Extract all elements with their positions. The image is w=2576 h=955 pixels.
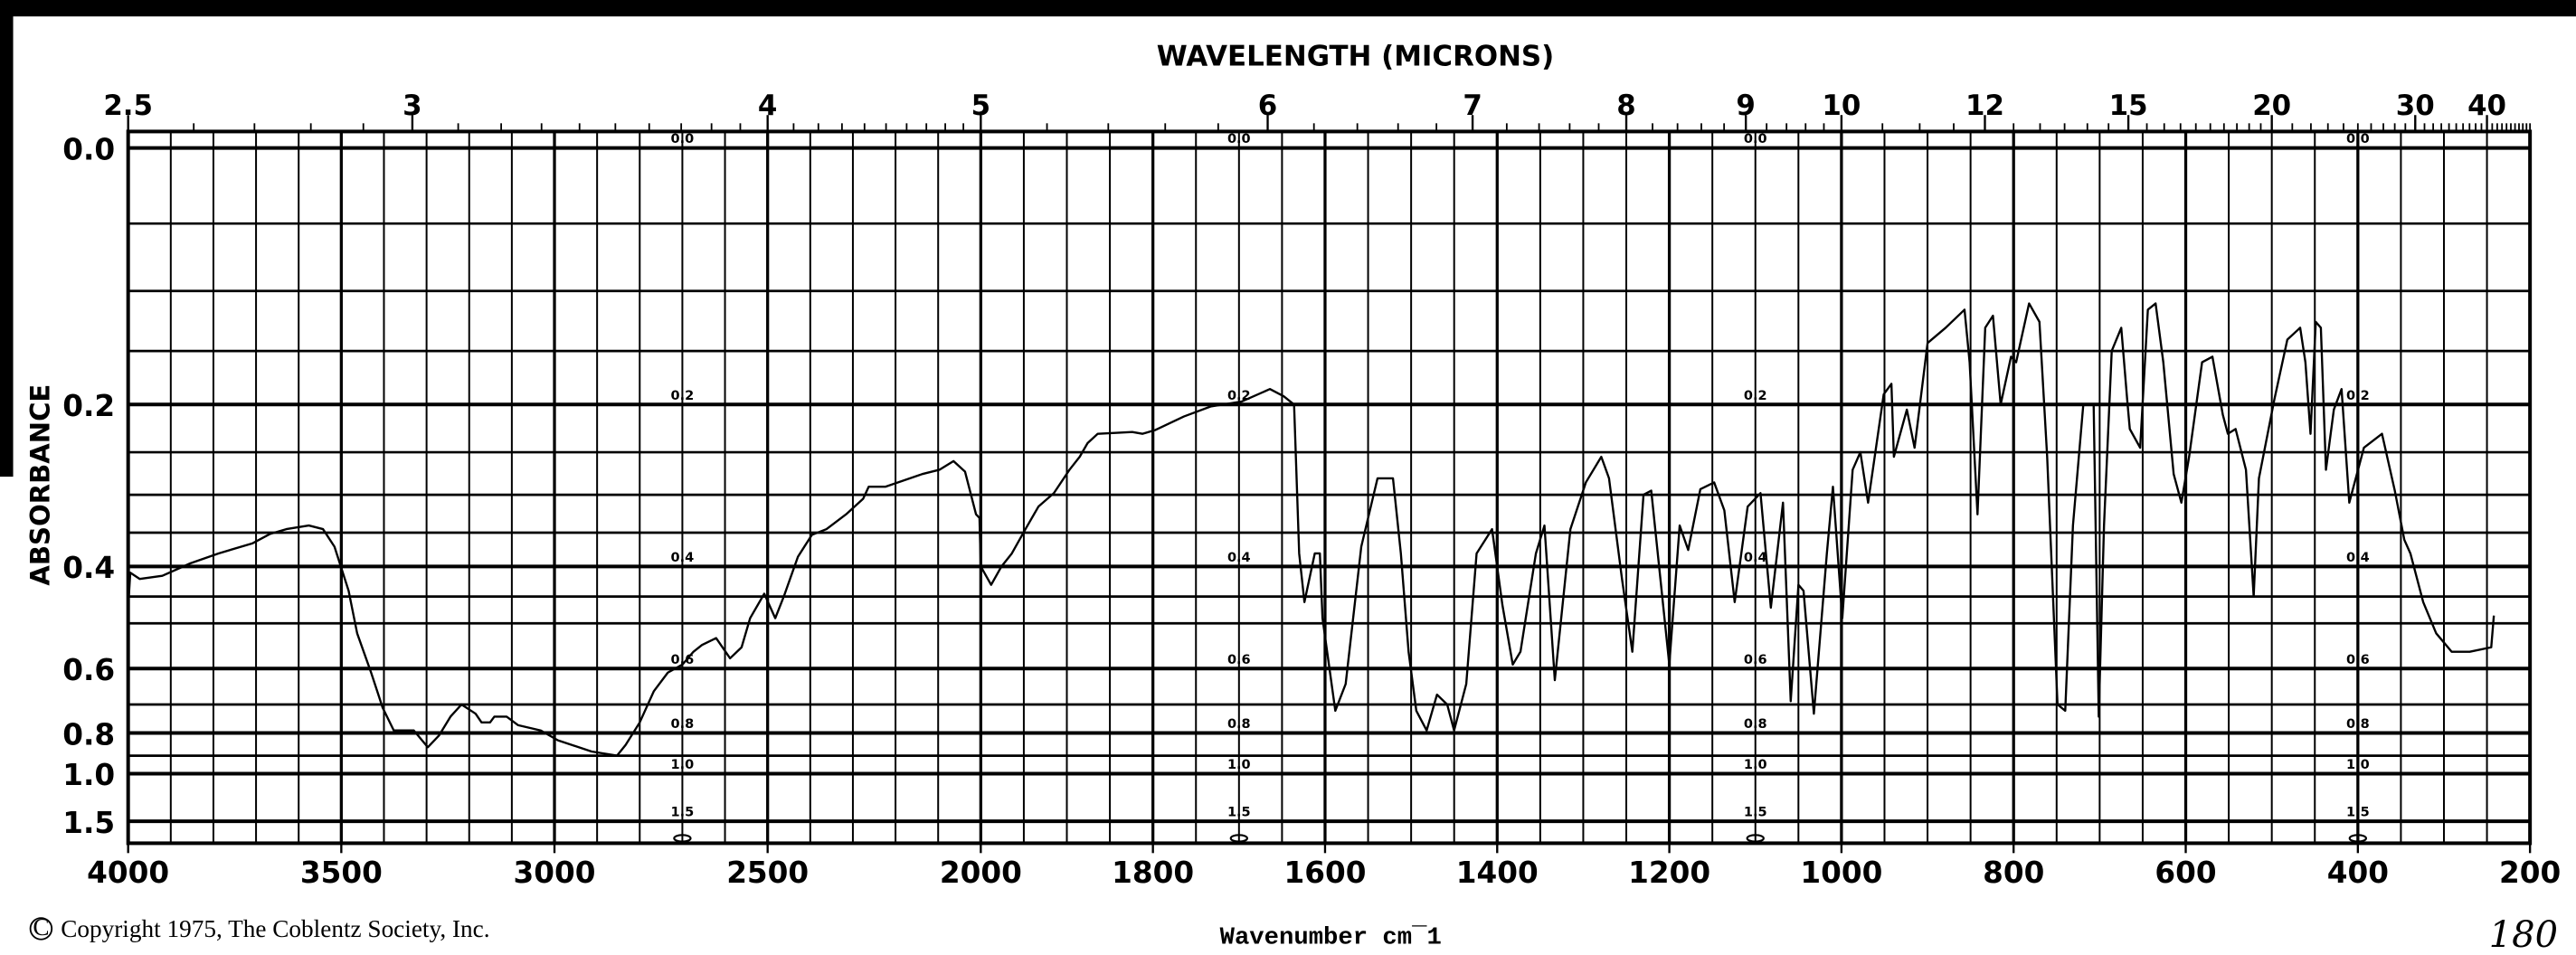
- inner-scale-label: 0.4: [671, 551, 695, 565]
- inner-scale-label: 0.8: [2346, 717, 2370, 732]
- x-tick-label: 1600: [1283, 856, 1366, 890]
- inner-scale-label: 0.6: [1227, 653, 1251, 667]
- inner-scale-label: 0.4: [2346, 551, 2370, 565]
- inner-scale-label: 1.5: [671, 806, 695, 820]
- infinity-marker: [1229, 834, 1248, 843]
- infinity-marker: [2348, 834, 2368, 843]
- x-axis-title: Wavenumber cm¯1: [1220, 923, 1442, 951]
- x-tick-label: 2500: [726, 856, 809, 890]
- x-tick-label: 1200: [1628, 856, 1710, 890]
- y-tick-label: 0.8: [62, 717, 115, 752]
- x-tick-label: 3000: [514, 856, 596, 890]
- x-tick-label: 600: [2155, 856, 2216, 890]
- wavelength-tick-label: 4: [758, 90, 777, 122]
- inner-scale-label: 0.0: [1744, 132, 1767, 147]
- x-tick-label: 400: [2327, 856, 2389, 890]
- x-tick-label: 4000: [87, 856, 169, 890]
- inner-scale-label: 0.2: [2346, 389, 2370, 403]
- x-tick-label: 2000: [940, 856, 1022, 890]
- wavelength-tick-label: 10: [1822, 90, 1861, 122]
- inner-scale-label: 1.0: [1744, 758, 1767, 772]
- inner-scale-label: 0.0: [1227, 132, 1251, 147]
- inner-scale-label: 0.4: [1227, 551, 1251, 565]
- inner-scale-label: 0.8: [671, 717, 695, 732]
- y-tick-label: 1.5: [62, 806, 115, 840]
- axis-ticks: [127, 115, 2532, 854]
- left-black-edge: [0, 0, 14, 478]
- inner-scale-label: 0.0: [2346, 132, 2370, 147]
- grid: [126, 129, 2533, 846]
- chart-title: WAVELENGTH (MICRONS): [1157, 41, 1555, 73]
- inner-scale-label: 0.0: [671, 132, 695, 147]
- copyright-icon: [29, 917, 53, 941]
- inner-scale-label: 0.4: [1744, 551, 1767, 565]
- y-axis-title: ABSORBANCE: [24, 384, 55, 586]
- inner-scale-label: 0.2: [671, 389, 695, 403]
- inner-scale-label: 1.0: [1227, 758, 1251, 772]
- copyright-notice: C Copyright 1975, The Coblentz Society, …: [29, 913, 490, 942]
- wavelength-tick-label: 15: [2109, 90, 2148, 122]
- inner-scale-label: 1.5: [1227, 806, 1251, 820]
- inner-scale-label: 1.0: [671, 758, 695, 772]
- inner-scale-label: 1.0: [2346, 758, 2370, 772]
- handwritten-note: 180: [2489, 914, 2558, 955]
- inner-scale-label: 1.5: [1744, 806, 1767, 820]
- wavelength-tick-label: 6: [1258, 90, 1277, 122]
- wavelength-tick-label: 3: [402, 90, 421, 122]
- wavelength-tick-label: 5: [971, 90, 990, 122]
- wavelength-tick-label: 7: [1463, 90, 1482, 122]
- axis-labels: 2.5 3 4 5 6 7 8 9 10 12 15 20 30 40 4000 3500 3000 2500 20…: [62, 90, 2561, 890]
- wavelength-tick-label: 40: [2467, 90, 2506, 122]
- inner-scale-label: 0.8: [1744, 717, 1767, 732]
- x-tick-label: 1800: [1112, 856, 1194, 890]
- y-tick-label: 0.6: [62, 653, 115, 687]
- x-tick-label: 1400: [1456, 856, 1539, 890]
- y-tick-label: 0.0: [62, 132, 115, 166]
- x-tick-label: 3500: [300, 856, 383, 890]
- inner-scale-label: 0.6: [2346, 653, 2370, 667]
- wavelength-tick-label: 8: [1616, 90, 1635, 122]
- copyright-text: Copyright 1975, The Coblentz Society, In…: [61, 915, 489, 942]
- y-tick-label: 0.2: [62, 389, 115, 423]
- inner-scale-label: 0.6: [1744, 653, 1767, 667]
- wavelength-tick-label: 9: [1736, 90, 1755, 122]
- x-tick-label: 800: [1983, 856, 2044, 890]
- infinity-marker: [1746, 834, 1765, 843]
- inner-scale-label: 0.8: [1227, 717, 1251, 732]
- top-black-bar: [0, 0, 2576, 17]
- wavelength-tick-label: 30: [2396, 90, 2435, 122]
- inner-scale-label: 0.2: [1744, 389, 1767, 403]
- inner-scale-label: 1.5: [2346, 806, 2370, 820]
- spectrum-line: [127, 302, 2496, 757]
- x-tick-label: 1000: [1800, 856, 1882, 890]
- wavelength-tick-label: 2.5: [103, 90, 153, 122]
- y-tick-label: 0.4: [62, 551, 115, 585]
- copyright-icon-letter: C: [33, 913, 49, 941]
- x-tick-label: 200: [2499, 856, 2561, 890]
- infinity-marker: [673, 834, 692, 843]
- wavelength-tick-label: 12: [1965, 90, 2004, 122]
- y-tick-label: 1.0: [62, 758, 115, 792]
- wavelength-tick-label: 20: [2252, 90, 2291, 122]
- plot-frame: [126, 129, 2533, 846]
